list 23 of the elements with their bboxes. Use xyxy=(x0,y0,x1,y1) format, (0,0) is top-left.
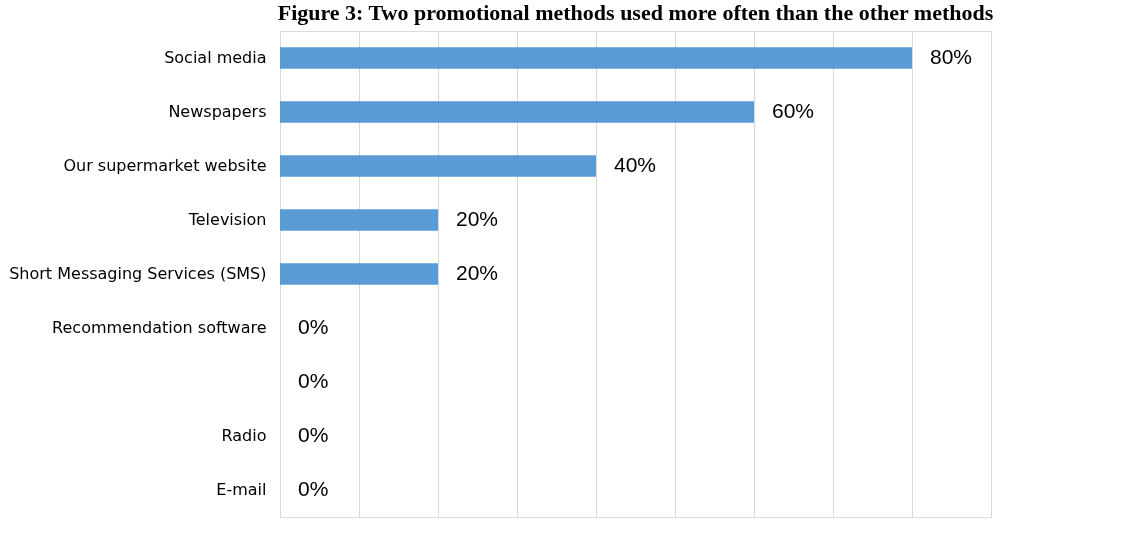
y-tick-label: Our supermarket website xyxy=(63,156,267,175)
data-label: 60% xyxy=(772,99,815,122)
y-tick-label: E-mail xyxy=(216,480,267,499)
y-tick-label: Recommendation software xyxy=(52,318,267,337)
y-tick-label: Radio xyxy=(221,426,267,445)
bar xyxy=(280,47,912,69)
bar xyxy=(280,155,596,177)
data-label: 0% xyxy=(298,477,329,500)
bar xyxy=(280,209,438,231)
bar xyxy=(280,263,438,285)
y-tick-label: Short Messaging Services (SMS) xyxy=(9,264,267,283)
data-label: 20% xyxy=(456,261,499,284)
data-label: 0% xyxy=(298,315,329,338)
y-tick-label: Television xyxy=(187,210,267,229)
data-label: 0% xyxy=(298,369,329,392)
y-tick-label: Social media xyxy=(164,48,267,67)
bar xyxy=(280,101,754,123)
data-label: 20% xyxy=(456,207,499,230)
data-label: 0% xyxy=(298,423,329,446)
chart-title: Figure 3: Two promotional methods used more often than the other methods xyxy=(277,0,994,25)
data-label: 80% xyxy=(930,45,973,68)
y-tick-label: Newspapers xyxy=(168,102,267,121)
data-label: 40% xyxy=(614,153,657,176)
